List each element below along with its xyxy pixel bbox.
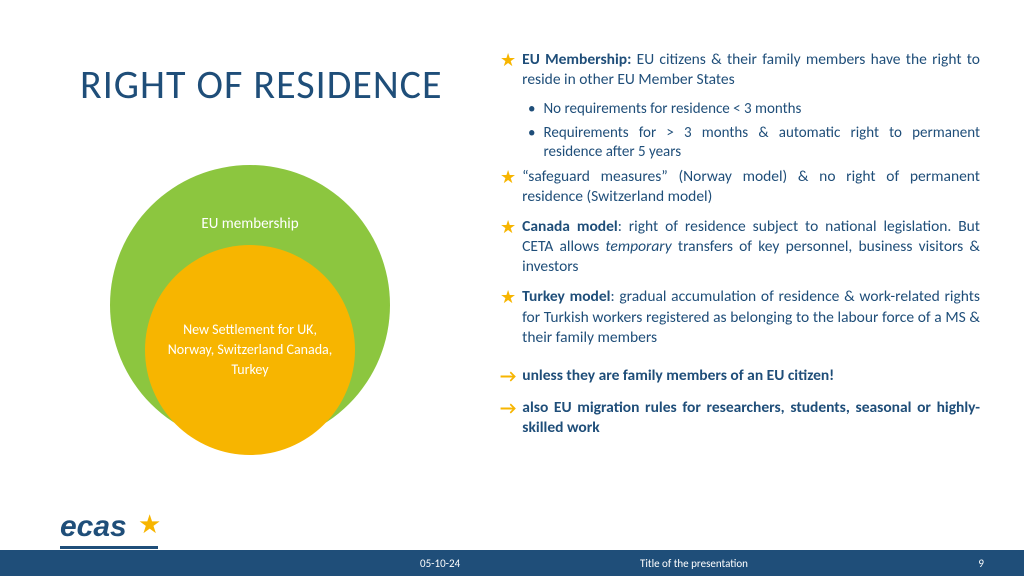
slide: RIGHT OF RESIDENCE EU membership New Set…	[0, 0, 1024, 576]
inner-circle-label: New Settlement for UK, Norway, Switzerla…	[145, 320, 355, 381]
sub-bullet: Requirements for > 3 months & automatic …	[528, 124, 980, 163]
slide-title: RIGHT OF RESIDENCE	[80, 60, 443, 109]
star-icon	[500, 168, 516, 207]
arrow-bullet-also: also EU migration rules for researchers,…	[500, 398, 980, 438]
arrow-bullet-unless: unless they are family members of an EU …	[500, 366, 980, 388]
star-icon	[500, 288, 516, 347]
outer-circle-label: EU membership	[110, 215, 390, 233]
star-icon	[500, 218, 516, 277]
bullet-safeguard: “safeguard measures” (Norway model) & no…	[500, 167, 980, 207]
bullet-turkey: Turkey model: gradual accumulation of re…	[500, 287, 980, 347]
bullet-canada: Canada model: right of residence subject…	[500, 217, 980, 277]
arrow-icon	[500, 366, 516, 388]
sub-bullet: No requirements for residence < 3 months	[528, 100, 980, 120]
logo-star-icon: ★	[138, 508, 161, 540]
bullet-eu-membership: EU Membership: EU citizens & their famil…	[500, 50, 980, 90]
logo-text: ecas	[60, 510, 127, 543]
venn-diagram: EU membership New Settlement for UK, Nor…	[110, 165, 390, 485]
footer-page-number: 9	[978, 557, 984, 570]
star-icon	[500, 51, 516, 90]
arrow-icon	[500, 398, 516, 438]
footer-title: Title of the presentation	[640, 557, 748, 570]
dot-icon	[528, 100, 535, 120]
content-column: EU Membership: EU citizens & their famil…	[500, 50, 980, 448]
footer-date: 05-10-24	[420, 557, 460, 570]
logo-underline	[60, 546, 158, 549]
footer-bar: 05-10-24 Title of the presentation 9	[0, 550, 1024, 576]
dot-icon	[528, 124, 535, 163]
inner-circle: New Settlement for UK, Norway, Switzerla…	[145, 245, 355, 455]
